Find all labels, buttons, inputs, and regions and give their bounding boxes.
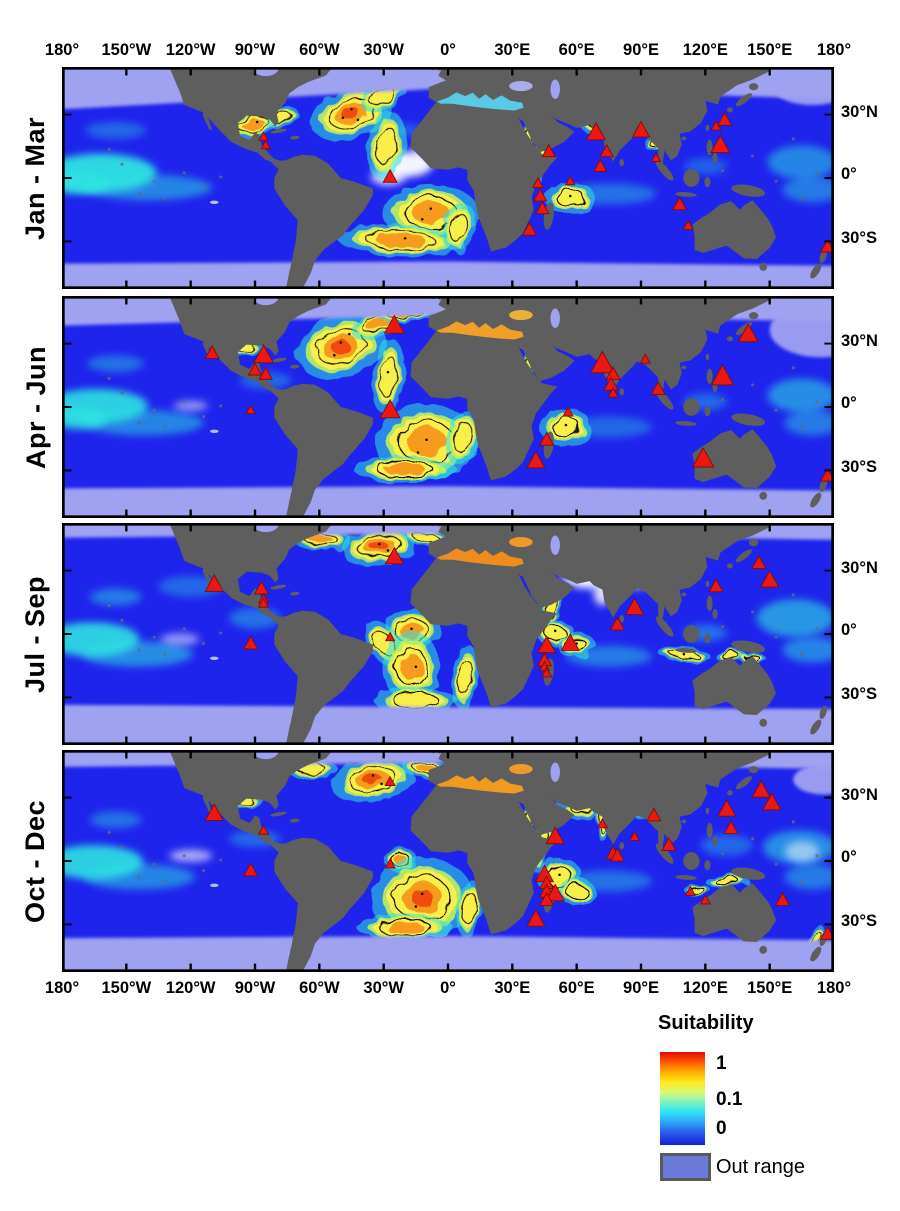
legend-title: Suitability — [658, 1012, 754, 1034]
out-range-swatch — [660, 1153, 711, 1181]
colorbar-tick-mid: 0.1 — [716, 1089, 743, 1110]
lon-label: 30°W — [363, 41, 404, 59]
lon-label: 120°W — [165, 41, 216, 59]
lon-label: 180° — [816, 41, 852, 59]
lon-label: 90°W — [234, 979, 276, 997]
lon-label: 30°E — [494, 41, 531, 59]
world-map-jul-sep — [62, 523, 834, 745]
lat-label: 0° — [841, 165, 857, 183]
lon-label: 0° — [440, 41, 456, 59]
lon-label: 90°E — [623, 979, 659, 997]
map-panel-apr-jun — [62, 296, 834, 518]
occurrence-markers-apr-jun — [204, 314, 834, 482]
occurrence-markers-jan-mar — [258, 111, 834, 253]
month-label-oct-dec: Oct - Dec — [20, 799, 51, 923]
lon-label: 180° — [44, 979, 80, 997]
out-range-label: Out range — [716, 1156, 805, 1178]
month-label-wrap: Oct - Dec — [10, 750, 62, 972]
lon-label: 60°E — [558, 979, 595, 997]
lon-label: 150°E — [747, 979, 793, 997]
month-label-jul-sep: Jul - Sep — [20, 575, 51, 693]
month-label-wrap: Jul - Sep — [10, 523, 62, 745]
world-map-jan-mar — [62, 67, 834, 289]
lon-label: 60°W — [299, 979, 340, 997]
lon-label: 120°E — [682, 41, 728, 59]
month-label-jan-mar: Jan - Mar — [20, 116, 51, 240]
colorbar-tick-high: 1 — [716, 1053, 727, 1074]
lon-label: 150°W — [101, 979, 152, 997]
lon-label: 180° — [816, 979, 852, 997]
lat-label: 30°S — [841, 458, 877, 476]
lon-label: 60°W — [299, 41, 340, 59]
lat-label: 30°N — [841, 332, 878, 350]
lat-label: 30°N — [841, 103, 878, 121]
month-label-apr-jun: Apr - Jun — [20, 345, 51, 469]
lon-label: 120°W — [165, 979, 216, 997]
lat-label: 30°S — [841, 912, 877, 930]
suitability-colorbar — [660, 1052, 705, 1145]
lat-label: 30°S — [841, 229, 877, 247]
occurrence-markers-oct-dec — [204, 775, 834, 940]
lon-label: 150°W — [101, 41, 152, 59]
lon-label: 90°E — [623, 41, 659, 59]
lat-label: 0° — [841, 621, 857, 639]
map-panel-jan-mar — [62, 67, 834, 289]
lat-label: 30°N — [841, 559, 878, 577]
lon-label: 0° — [440, 979, 456, 997]
lon-label: 180° — [44, 41, 80, 59]
lon-label: 60°E — [558, 41, 595, 59]
occurrence-markers-jul-sep — [204, 546, 780, 678]
colorbar-tick-low: 0 — [716, 1118, 727, 1139]
month-label-wrap: Apr - Jun — [10, 296, 62, 518]
lat-label: 30°N — [841, 786, 878, 804]
legend: Suitability 1 0.1 0 Out range — [656, 1010, 896, 1200]
lon-label: 120°E — [682, 979, 728, 997]
lat-label: 0° — [841, 394, 857, 412]
lat-label: 0° — [841, 848, 857, 866]
world-map-oct-dec — [62, 750, 834, 972]
lat-label: 30°S — [841, 685, 877, 703]
world-map-apr-jun — [62, 296, 834, 518]
lon-label: 150°E — [747, 41, 793, 59]
lon-label: 30°W — [363, 979, 404, 997]
month-label-wrap: Jan - Mar — [10, 67, 62, 289]
lon-label: 90°W — [234, 41, 276, 59]
map-panel-oct-dec — [62, 750, 834, 972]
map-panel-jul-sep — [62, 523, 834, 745]
lon-label: 30°E — [494, 979, 531, 997]
